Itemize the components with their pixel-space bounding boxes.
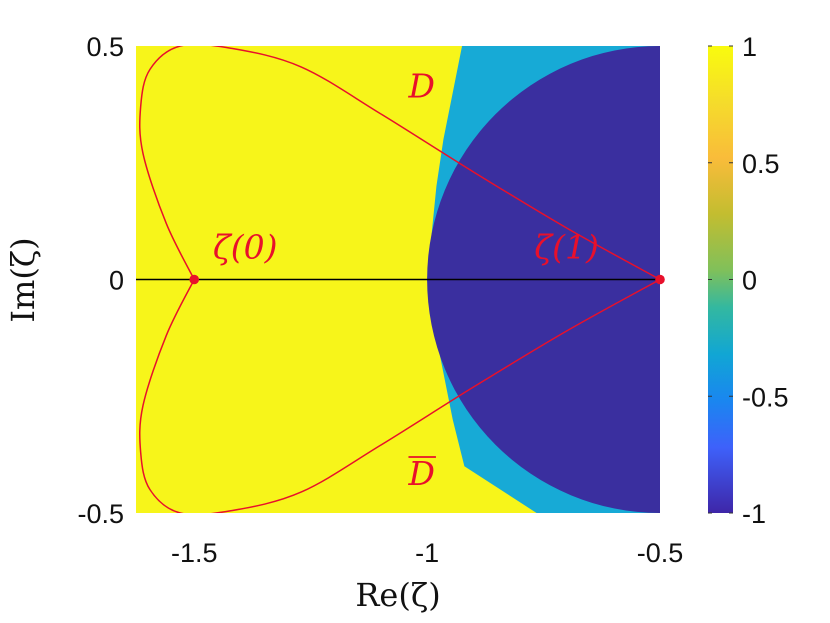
point-zeta-1 <box>655 274 665 285</box>
x-tick-label: -1 <box>415 538 439 568</box>
x-axis: -1.5 -1 -0.5 Re(ζ) <box>171 538 683 614</box>
colorbar-tick-label: 0 <box>742 266 757 296</box>
y-tick-label: -0.5 <box>77 499 124 529</box>
y-axis-label: Im(ζ) <box>4 237 42 322</box>
y-tick-label: 0.5 <box>86 32 124 62</box>
point-zeta-0 <box>189 274 200 285</box>
colorbar-tick-label: -0.5 <box>742 382 789 412</box>
x-tick-label: -1.5 <box>171 538 218 568</box>
colorbar-tick-label: -1 <box>742 499 766 529</box>
label-zeta-1: ζ(1) <box>534 227 599 266</box>
x-axis-label: Re(ζ) <box>355 576 440 614</box>
y-axis: 0.5 0 -0.5 Im(ζ) <box>4 32 124 529</box>
label-d-bar: D <box>407 454 434 493</box>
plot-area <box>136 46 665 513</box>
label-d: D <box>407 66 434 105</box>
colorbar-tick-label: 0.5 <box>742 149 780 179</box>
y-tick-label: 0 <box>109 266 124 296</box>
colorbar-ticks <box>708 45 733 514</box>
x-tick-label: -0.5 <box>637 538 684 568</box>
label-zeta-1-text: ζ(1) <box>534 227 599 266</box>
colorbar: 1 0.5 0 -0.5 -1 <box>708 32 789 529</box>
plot-layer <box>136 46 660 513</box>
label-zeta-0-text: ζ(0) <box>213 227 278 266</box>
curve-d-conjugate <box>139 278 660 513</box>
label-zeta-0: ζ(0) <box>213 227 278 266</box>
colorbar-gradient <box>708 46 733 513</box>
colorbar-tick-label: 1 <box>742 32 757 62</box>
curve-d <box>139 46 660 281</box>
